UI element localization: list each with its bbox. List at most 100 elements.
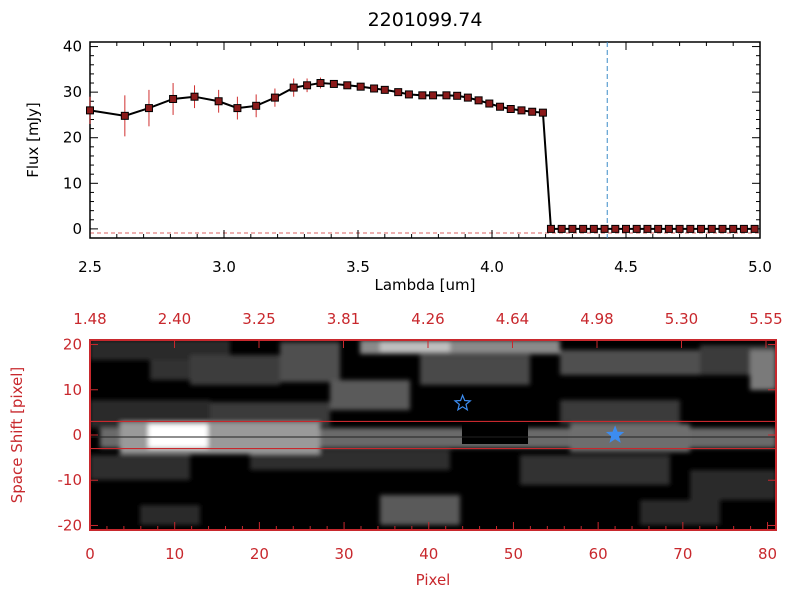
flux-point xyxy=(120,111,129,120)
flux-point xyxy=(356,82,365,91)
flux-point xyxy=(169,94,178,103)
star-marker-open xyxy=(453,393,472,412)
flux-point xyxy=(463,93,472,102)
flux-point xyxy=(697,224,706,233)
image-patch xyxy=(190,355,280,385)
flux-point xyxy=(664,224,673,233)
spectrum-y-tick-label: 0 xyxy=(72,220,82,238)
image-y-ticks: -20 -10 0 10 20 xyxy=(58,336,776,534)
chart-title: 2201099.74 xyxy=(368,9,483,31)
image-patch xyxy=(420,355,530,385)
image-top-tick-label: 3.25 xyxy=(242,310,275,328)
flux-point xyxy=(496,102,505,111)
flux-point xyxy=(214,97,223,106)
image-x-tick-label: 80 xyxy=(758,545,777,563)
image-patch xyxy=(140,505,200,525)
image-structures xyxy=(90,340,776,525)
image-patch xyxy=(250,450,450,470)
flux-point xyxy=(643,224,652,233)
flux-line xyxy=(89,82,755,230)
image-patch xyxy=(330,380,410,410)
image-top-tick-label: 1.48 xyxy=(73,310,106,328)
flux-point xyxy=(343,81,352,90)
flux-point xyxy=(589,224,598,233)
flux-point xyxy=(729,224,738,233)
spectrum-x-tick-label: 2.5 xyxy=(78,258,102,276)
flux-point xyxy=(750,224,759,233)
flux-point xyxy=(270,93,279,102)
image-patch xyxy=(640,500,720,525)
image-top-tick-label: 5.30 xyxy=(665,310,698,328)
flux-point xyxy=(707,224,716,233)
image-top-tick-label: 4.26 xyxy=(411,310,444,328)
flux-point xyxy=(86,106,94,115)
spectrum-x-tick-label: 4.0 xyxy=(480,258,504,276)
flux-point xyxy=(418,91,427,100)
image-patch xyxy=(90,455,190,480)
image-x-tick-label: 10 xyxy=(165,545,184,563)
image-x-tick-label: 70 xyxy=(673,545,692,563)
image-patch xyxy=(690,470,776,500)
image-x-ticks: 0 10 20 30 40 50 60 70 80 xyxy=(85,522,777,563)
spectrum-panel: 2201099.74 2.5 3.0 3.5 4.0 4.5 5.0 010203040 … xyxy=(24,9,772,294)
image-patch xyxy=(380,342,450,352)
flux-point xyxy=(329,79,338,88)
spectrum-x-tick-label: 4.5 xyxy=(614,258,638,276)
flux-point xyxy=(442,91,451,100)
flux-point xyxy=(233,104,242,113)
spectrum-x-ticks: 2.5 3.0 3.5 4.0 4.5 5.0 xyxy=(78,42,772,276)
image-x-tick-label: 30 xyxy=(335,545,354,563)
flux-point xyxy=(517,106,526,115)
spectrum-y-tick-label: 10 xyxy=(63,174,82,192)
spectrum-y-tick-label: 30 xyxy=(63,83,82,101)
image-top-tick-label: 5.55 xyxy=(749,310,782,328)
star-markers xyxy=(453,393,625,443)
spectrum-y-tick-label: 20 xyxy=(63,129,82,147)
flux-point xyxy=(474,96,483,105)
flux-point xyxy=(303,81,312,90)
flux-point xyxy=(190,92,199,101)
flux-point xyxy=(675,224,684,233)
flux-point xyxy=(316,79,325,88)
flux-series xyxy=(86,77,759,233)
spectrum-y-tick-label: 40 xyxy=(63,38,82,56)
flux-point xyxy=(453,91,462,100)
image-patch xyxy=(750,350,776,390)
flux-point xyxy=(429,91,438,100)
image-top-tick-label: 2.40 xyxy=(158,310,191,328)
flux-point xyxy=(538,108,547,117)
spectrum-x-tick-label: 3.5 xyxy=(346,258,370,276)
spectrum-plot-frame xyxy=(89,41,761,239)
star-marker-filled xyxy=(605,425,625,443)
image-patch xyxy=(560,400,680,424)
flux-point xyxy=(686,224,695,233)
image-y-tick-label: 0 xyxy=(72,426,82,444)
flux-point xyxy=(611,224,620,233)
image-patch xyxy=(560,350,720,375)
flux-point xyxy=(632,224,641,233)
spectral-trace-tail xyxy=(570,424,690,452)
flux-point xyxy=(622,224,630,233)
spectrum-x-axis-label: Lambda [um] xyxy=(375,276,476,294)
image-patch xyxy=(280,342,340,382)
image-top-wavelength-ticks: 1.48 2.40 3.25 3.81 4.26 4.64 4.98 5.30 5.55 xyxy=(73,310,783,348)
spectrum-x-tick-label: 3.0 xyxy=(212,258,236,276)
flux-point xyxy=(289,83,298,92)
image-x-tick-label: 0 xyxy=(85,545,95,563)
flux-point xyxy=(654,224,663,233)
image-top-tick-label: 4.64 xyxy=(496,310,529,328)
image-x-axis-label: Pixel xyxy=(416,571,451,589)
flux-point xyxy=(394,88,403,97)
flux-point xyxy=(506,105,515,114)
image-x-tick-label: 40 xyxy=(419,545,438,563)
flux-point xyxy=(600,224,609,233)
flux-point xyxy=(528,107,537,116)
image-y-tick-label: 20 xyxy=(63,336,82,354)
spectrum-y-axis-label: Flux [mJy] xyxy=(24,102,42,178)
spectrum-y-ticks: 0 10 20 30 40 xyxy=(63,38,760,238)
image-x-tick-label: 20 xyxy=(250,545,269,563)
image-patch xyxy=(380,495,460,525)
flux-point xyxy=(485,99,494,108)
flux-point xyxy=(546,224,555,233)
image-y-tick-label: -10 xyxy=(58,471,83,489)
